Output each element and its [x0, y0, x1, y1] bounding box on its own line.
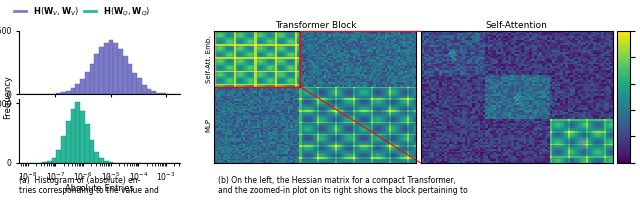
Bar	[70, 88, 76, 94]
Legend: $\mathbf{H}(\mathbf{W}_V, \mathbf{W}_V)$, $\mathbf{H}(\mathbf{W}_Q, \mathbf{W}_Q: $\mathbf{H}(\mathbf{W}_V, \mathbf{W}_V)$…	[11, 2, 154, 22]
Text: $W_V$: $W_V$	[572, 135, 590, 153]
Bar	[137, 78, 142, 94]
Bar	[95, 152, 99, 163]
X-axis label: Absolute Entries: Absolute Entries	[65, 184, 134, 193]
Bar	[76, 102, 80, 163]
Bar	[56, 93, 61, 94]
Bar	[152, 91, 156, 94]
Title: Self-Attention: Self-Attention	[486, 21, 548, 30]
Bar	[156, 93, 161, 94]
Bar	[47, 161, 52, 163]
Bar	[61, 92, 66, 94]
Bar	[123, 56, 127, 94]
Bar	[214, 31, 300, 86]
Title: Transformer Block: Transformer Block	[275, 21, 356, 30]
Bar	[109, 40, 113, 94]
Bar	[66, 91, 70, 94]
Bar	[147, 89, 152, 94]
Bar	[99, 47, 104, 94]
Bar	[85, 124, 90, 163]
Text: (a)  Histogram of (absolute) en-
tries corresponding to the value and: (a) Histogram of (absolute) en- tries co…	[19, 176, 159, 195]
Bar	[104, 161, 109, 163]
Bar	[42, 162, 47, 163]
Bar	[90, 140, 95, 163]
Bar	[104, 43, 109, 94]
Bar	[66, 121, 70, 163]
Bar	[56, 150, 61, 163]
Text: (b) On the left, the Hessian matrix for a compact Transformer,
and the zoomed-in: (b) On the left, the Hessian matrix for …	[218, 176, 467, 195]
Bar	[95, 54, 99, 94]
Bar	[85, 72, 90, 94]
Bar	[80, 111, 85, 163]
Bar	[61, 136, 66, 163]
Text: $W_Q$: $W_Q$	[444, 47, 461, 66]
Bar	[52, 158, 56, 163]
Text: $W_K$: $W_K$	[508, 91, 525, 109]
Bar	[113, 43, 118, 94]
Bar	[99, 158, 104, 163]
Bar	[90, 64, 95, 94]
Bar	[132, 73, 137, 94]
Text: Frequency: Frequency	[3, 75, 12, 119]
Bar	[80, 79, 85, 94]
Bar	[70, 109, 76, 163]
Bar	[76, 84, 80, 94]
Bar	[127, 64, 132, 94]
Bar	[118, 49, 123, 94]
Bar	[142, 85, 147, 94]
